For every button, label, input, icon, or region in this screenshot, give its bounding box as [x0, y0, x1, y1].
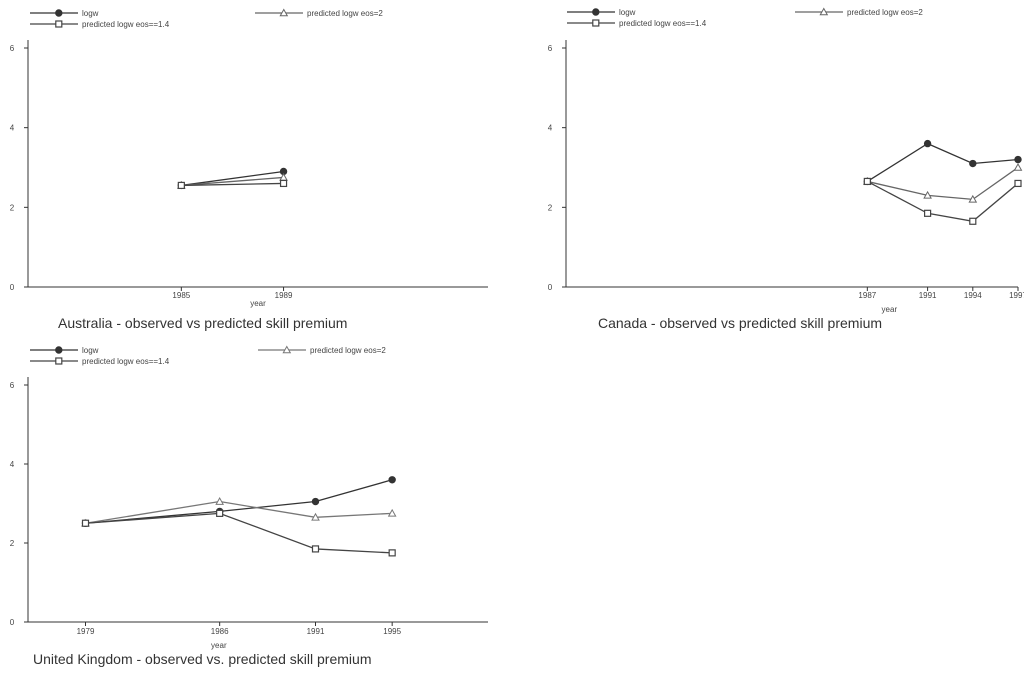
x-tick-label: 1991 [919, 291, 937, 300]
series-line [181, 170, 284, 187]
series-line [866, 142, 1019, 182]
data-point [923, 209, 932, 217]
chart-title: Canada - observed vs predicted skill pre… [598, 315, 882, 331]
x-tick-label: 1995 [383, 627, 401, 636]
legend-label: logw [82, 346, 99, 355]
data-point [968, 194, 978, 203]
legend-label: logw [82, 9, 99, 18]
legend-marker [55, 346, 63, 354]
legend-label: predicted logw eos==1.4 [82, 357, 170, 366]
data-point [1014, 179, 1022, 188]
data-point [311, 497, 320, 506]
data-point [923, 190, 932, 199]
data-point [969, 159, 977, 168]
x-axis-label: year [250, 299, 266, 308]
y-tick-label: 6 [10, 44, 15, 53]
x-tick-label: 1986 [211, 627, 229, 636]
x-tick-label: 1989 [275, 291, 293, 300]
y-tick-label: 2 [10, 203, 15, 212]
series-line [85, 479, 393, 524]
y-tick-label: 6 [10, 381, 15, 390]
y-tick-label: 6 [548, 44, 553, 53]
legend-label: predicted logw eos=2 [310, 346, 386, 355]
legend-label: predicted logw eos=2 [307, 9, 383, 18]
data-point [969, 217, 977, 225]
legend-marker [55, 357, 63, 365]
series-line [867, 180, 1019, 222]
x-axis-label: year [211, 641, 227, 650]
x-tick-label: 1987 [858, 291, 876, 300]
data-point [81, 519, 90, 527]
legend-label: predicted logw eos==1.4 [619, 19, 707, 28]
data-point [177, 181, 185, 190]
series-line [85, 512, 393, 554]
legend-marker [55, 9, 63, 17]
x-tick-label: 1991 [307, 627, 325, 636]
data-point [863, 177, 871, 186]
legend-marker [592, 19, 600, 27]
x-tick-label: 1997 [1009, 291, 1024, 300]
y-tick-label: 4 [10, 124, 15, 133]
x-axis-label: year [882, 305, 898, 314]
chart-panel: 0 2 4 6 1979 1986 1991 1995 year logw predicted lo… [10, 345, 488, 667]
series-line [181, 182, 284, 187]
data-point [387, 508, 397, 517]
legend-label: logw [619, 8, 636, 17]
data-point [216, 509, 224, 517]
data-point [311, 512, 320, 521]
series-line [85, 500, 393, 524]
legend-label: predicted logw eos==1.4 [82, 20, 170, 29]
chart-panel: 0 2 4 6 1987 1991 1994 1997 year logw predicted lo… [548, 7, 1024, 331]
y-tick-label: 4 [10, 460, 15, 469]
chart-panel: 0 2 4 6 1985 1989 year logw predicted logw eos=2… [10, 8, 488, 331]
y-tick-label: 2 [10, 539, 15, 548]
series-line [867, 166, 1019, 201]
x-tick-label: 1979 [77, 627, 95, 636]
x-tick-label: 1994 [964, 291, 982, 300]
legend-marker [282, 345, 292, 354]
y-tick-label: 2 [548, 203, 553, 212]
chart-title: Australia - observed vs predicted skill … [58, 315, 347, 331]
y-tick-label: 0 [10, 283, 15, 292]
y-tick-label: 4 [548, 124, 553, 133]
x-tick-label: 1985 [172, 291, 190, 300]
data-point [388, 549, 396, 557]
data-point [923, 139, 932, 148]
legend-marker [592, 8, 600, 16]
data-point [1014, 155, 1022, 164]
y-tick-label: 0 [10, 618, 15, 627]
data-point [279, 179, 288, 188]
data-point [311, 545, 320, 553]
series-line [181, 176, 284, 187]
legend-marker [55, 20, 63, 28]
y-tick-label: 0 [548, 283, 553, 292]
data-point [1013, 162, 1023, 171]
legend-marker [819, 7, 829, 16]
data-point [215, 496, 225, 505]
legend-marker [279, 8, 289, 17]
legend-label: predicted logw eos=2 [847, 8, 923, 17]
chart-title: United Kingdom - observed vs. predicted … [33, 651, 371, 667]
data-point [388, 476, 396, 484]
